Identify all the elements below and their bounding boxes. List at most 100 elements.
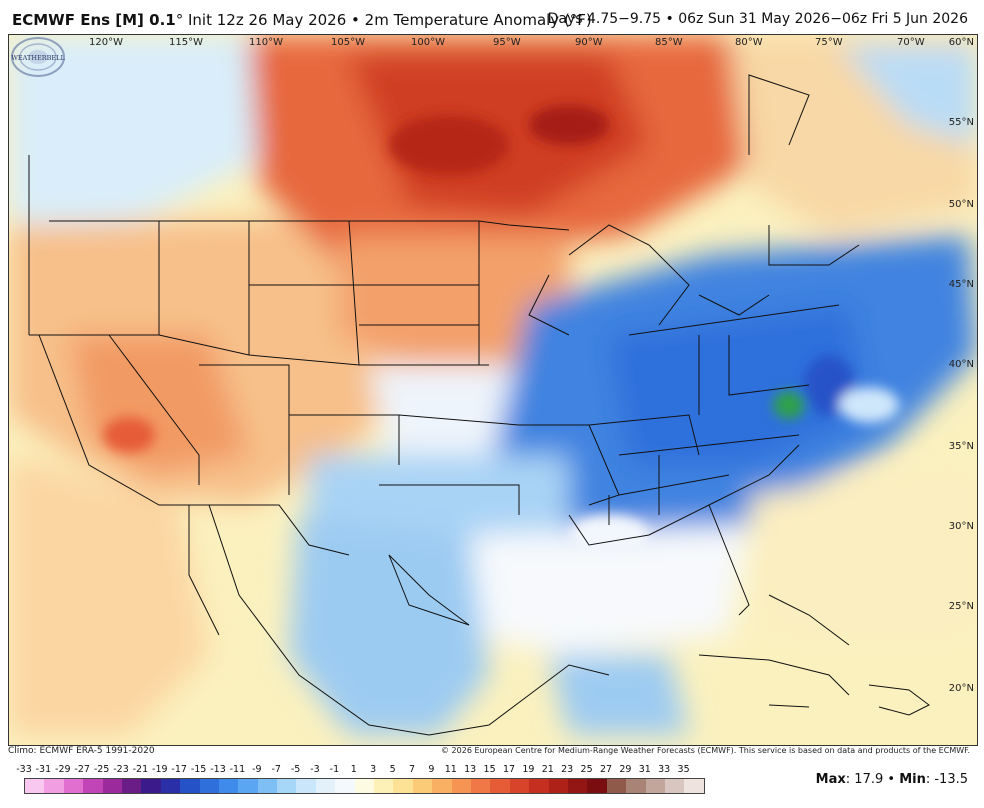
map-title: ECMWF Ens [M] 0.1° Init 12z 26 May 2026 …: [12, 11, 592, 29]
max-value: 17.9: [854, 772, 884, 787]
colorbar-swatch: [218, 779, 239, 793]
colorbar-tick: 31: [638, 764, 651, 775]
lat-label: 35°N: [948, 441, 974, 452]
colorbar-tick: 27: [599, 764, 613, 775]
lat-label: 50°N: [948, 199, 974, 210]
colorbar-swatch: [567, 779, 588, 793]
colorbar-tick: -11: [229, 764, 246, 775]
colorbar-tick: -3: [310, 764, 320, 775]
colorbar-tick: 17: [502, 764, 516, 775]
colorbar-swatch: [664, 779, 685, 793]
colorbar-swatch: [548, 779, 568, 793]
colorbar-tick: 3: [370, 764, 377, 775]
colorbar-swatch: [684, 779, 704, 793]
lat-label: 60°N: [948, 37, 974, 48]
colorbar-tick: 11: [444, 764, 457, 775]
colorbar-tick: 25: [580, 764, 593, 775]
colorbar-tick: -9: [252, 764, 262, 775]
lat-label: 30°N: [948, 521, 974, 532]
colorbar-tick: -29: [55, 764, 71, 775]
map-header: ECMWF Ens [M] 0.1° Init 12z 26 May 2026 …: [0, 0, 984, 34]
colorbar-swatch: [626, 779, 646, 793]
copyright-note: © 2026 European Centre for Medium-Range …: [441, 746, 970, 755]
anomaly-detail: [103, 105, 899, 555]
colorbar-tick: 13: [464, 764, 477, 775]
political-borders: [28, 74, 860, 736]
colorbar-swatch: [393, 779, 413, 793]
lon-label: 75°W: [815, 37, 843, 48]
colorbar-tick: -31: [35, 764, 52, 775]
colorbar-tick: -5: [290, 764, 301, 775]
lat-label: 20°N: [948, 683, 974, 694]
colorbar-tick: 21: [541, 764, 554, 775]
colorbar: [24, 778, 705, 794]
colorbar-swatch: [83, 779, 103, 793]
lon-label: 110°W: [249, 37, 283, 48]
lon-label: 115°W: [169, 37, 203, 48]
colorbar-tick: 33: [658, 764, 671, 775]
colorbar-tick: -27: [74, 764, 90, 775]
colorbar-tick: -17: [171, 764, 187, 775]
colorbar-tick: 29: [619, 764, 632, 775]
lon-label: 105°W: [331, 37, 365, 48]
colorbar-swatch: [238, 779, 258, 793]
colorbar-swatch: [44, 779, 64, 793]
model-name: ECMWF Ens [M] 0.1: [12, 11, 176, 29]
colorbar-tick: -19: [152, 764, 168, 775]
lon-label: 95°W: [493, 37, 521, 48]
colorbar-tick: -13: [210, 764, 226, 775]
colorbar-swatch: [374, 779, 394, 793]
colorbar-ticks: -33 -31 -29 -27 -25 -23 -21 -19 -17 -15 -13 -11 -9 -7…: [16, 764, 716, 778]
map-footer: Climo: ECMWF ERA-5 1991-2020 © 2026 Euro…: [0, 744, 984, 808]
colorbar-swatch: [335, 779, 355, 793]
colorbar-swatch: [121, 779, 142, 793]
colorbar-swatch: [141, 779, 161, 793]
colorbar-tick: -25: [93, 764, 110, 775]
lon-label: 120°W: [89, 37, 123, 48]
lat-label: 40°N: [948, 359, 974, 370]
colorbar-swatch: [451, 779, 471, 793]
max-min-readout: Max: 17.9 • Min: -13.5: [815, 772, 968, 787]
colorbar-swatch: [257, 779, 278, 793]
lon-label: 85°W: [655, 37, 683, 48]
colorbar-tick: 5: [389, 764, 396, 775]
colorbar-tick: 7: [408, 764, 416, 775]
colorbar-swatch: [160, 779, 181, 793]
colorbar-swatch: [25, 779, 45, 793]
lon-label: 80°W: [735, 37, 763, 48]
colorbar-swatch: [315, 779, 336, 793]
logo-text: WEATHERBELL: [11, 54, 65, 62]
colorbar-tick: -1: [329, 764, 340, 775]
colorbar-swatch: [509, 779, 530, 793]
weatherbell-swirl-logo: WEATHERBELL: [11, 37, 65, 77]
colorbar-tick: 15: [483, 764, 496, 775]
colorbar-swatch: [529, 779, 549, 793]
caribbean-coastlines: [698, 594, 930, 716]
colorbar-tick: 9: [428, 764, 435, 775]
colorbar-swatch: [587, 779, 607, 793]
lon-label: 70°W: [897, 37, 925, 48]
colorbar-swatch: [432, 779, 452, 793]
lon-label: 100°W: [411, 37, 445, 48]
climo-note: Climo: ECMWF ERA-5 1991-2020: [8, 746, 155, 756]
colorbar-tick: 23: [561, 764, 574, 775]
valid-period: Days 4.75−9.75 • 06z Sun 31 May 2026−06z…: [547, 11, 968, 27]
colorbar-swatch: [180, 779, 200, 793]
colorbar-tick: 19: [522, 764, 535, 775]
field-name: 2m Temperature Anomaly (°F): [364, 11, 592, 29]
colorbar-tick: -33: [16, 764, 32, 775]
colorbar-tick: -23: [113, 764, 129, 775]
lon-label: 90°W: [575, 37, 603, 48]
colorbar-tick: 35: [677, 764, 690, 775]
colorbar-tick: 1: [350, 764, 357, 775]
temperature-anomaly-map: 120°W 115°W 110°W 105°W 100°W 95°W 90°W …: [8, 34, 978, 746]
colorbar-swatch: [606, 779, 627, 793]
map-canvas: [9, 35, 977, 745]
colorbar-swatch: [199, 779, 219, 793]
colorbar-swatch: [470, 779, 491, 793]
colorbar-swatch: [412, 779, 433, 793]
colorbar-swatch: [102, 779, 122, 793]
lat-label: 55°N: [948, 117, 974, 128]
colorbar-swatch: [645, 779, 665, 793]
colorbar-swatch: [490, 779, 510, 793]
